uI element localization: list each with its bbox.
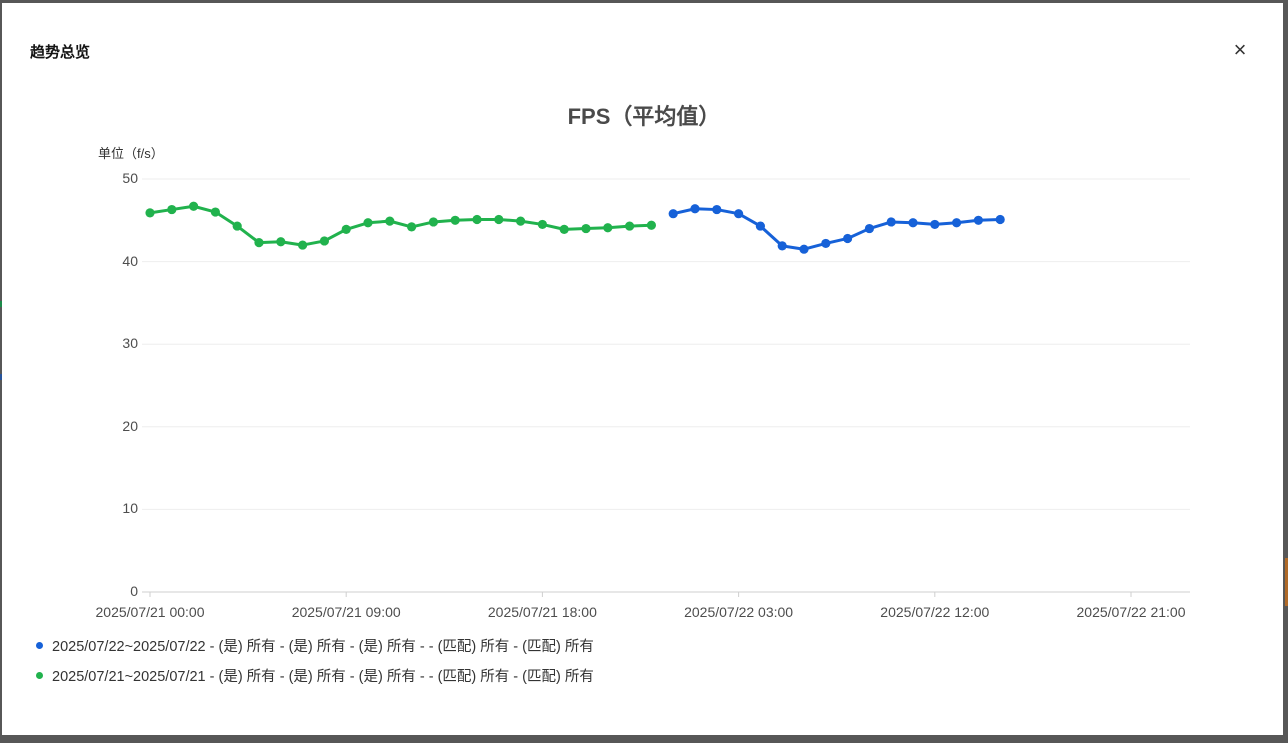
x-axis-tick-label: 2025/07/22 21:00 (1076, 604, 1186, 620)
legend-item-2025-07-21[interactable]: 2025/07/21~2025/07/21 - (是) 所有 - (是) 所有 … (36, 660, 594, 690)
chart-legend: 2025/07/22~2025/07/22 - (是) 所有 - (是) 所有 … (36, 630, 594, 690)
legend-item-2025-07-22[interactable]: 2025/07/22~2025/07/22 - (是) 所有 - (是) 所有 … (36, 630, 594, 660)
legend-label-2025-07-21: 2025/07/21~2025/07/21 - (是) 所有 - (是) 所有 … (52, 668, 594, 685)
y-axis-tick-label: 30 (122, 335, 138, 352)
y-axis-tick-label: 20 (122, 417, 138, 434)
legend-dot-green (36, 671, 43, 679)
y-axis-tick-label: 0 (130, 583, 138, 599)
y-axis-tick-label: 10 (122, 500, 138, 517)
y-axis-unit-label: 单位（f/s） (98, 146, 164, 161)
trend-overview-dialog (2, 3, 1283, 735)
background-artifact-orange (1285, 558, 1288, 606)
x-axis-tick-label: 2025/07/21 09:00 (291, 604, 401, 620)
dialog-title: 趋势总览 (30, 44, 91, 61)
legend-dot-blue (36, 641, 43, 649)
x-axis-tick-label: 2025/07/22 12:00 (880, 604, 990, 620)
y-axis-tick-label: 50 (122, 170, 138, 186)
chart-title: FPS（平均值） (567, 104, 721, 129)
legend-label-2025-07-22: 2025/07/22~2025/07/22 - (是) 所有 - (是) 所有 … (52, 638, 594, 655)
close-icon[interactable]: × (1226, 36, 1254, 64)
background-artifact-green (0, 301, 2, 307)
x-axis-tick-label: 2025/07/21 00:00 (95, 604, 205, 620)
y-axis-tick-label: 40 (122, 252, 138, 269)
x-axis-tick-label: 2025/07/22 03:00 (684, 604, 794, 620)
background-artifact-blue (0, 374, 2, 380)
x-axis-tick-label: 2025/07/21 18:00 (487, 604, 597, 620)
